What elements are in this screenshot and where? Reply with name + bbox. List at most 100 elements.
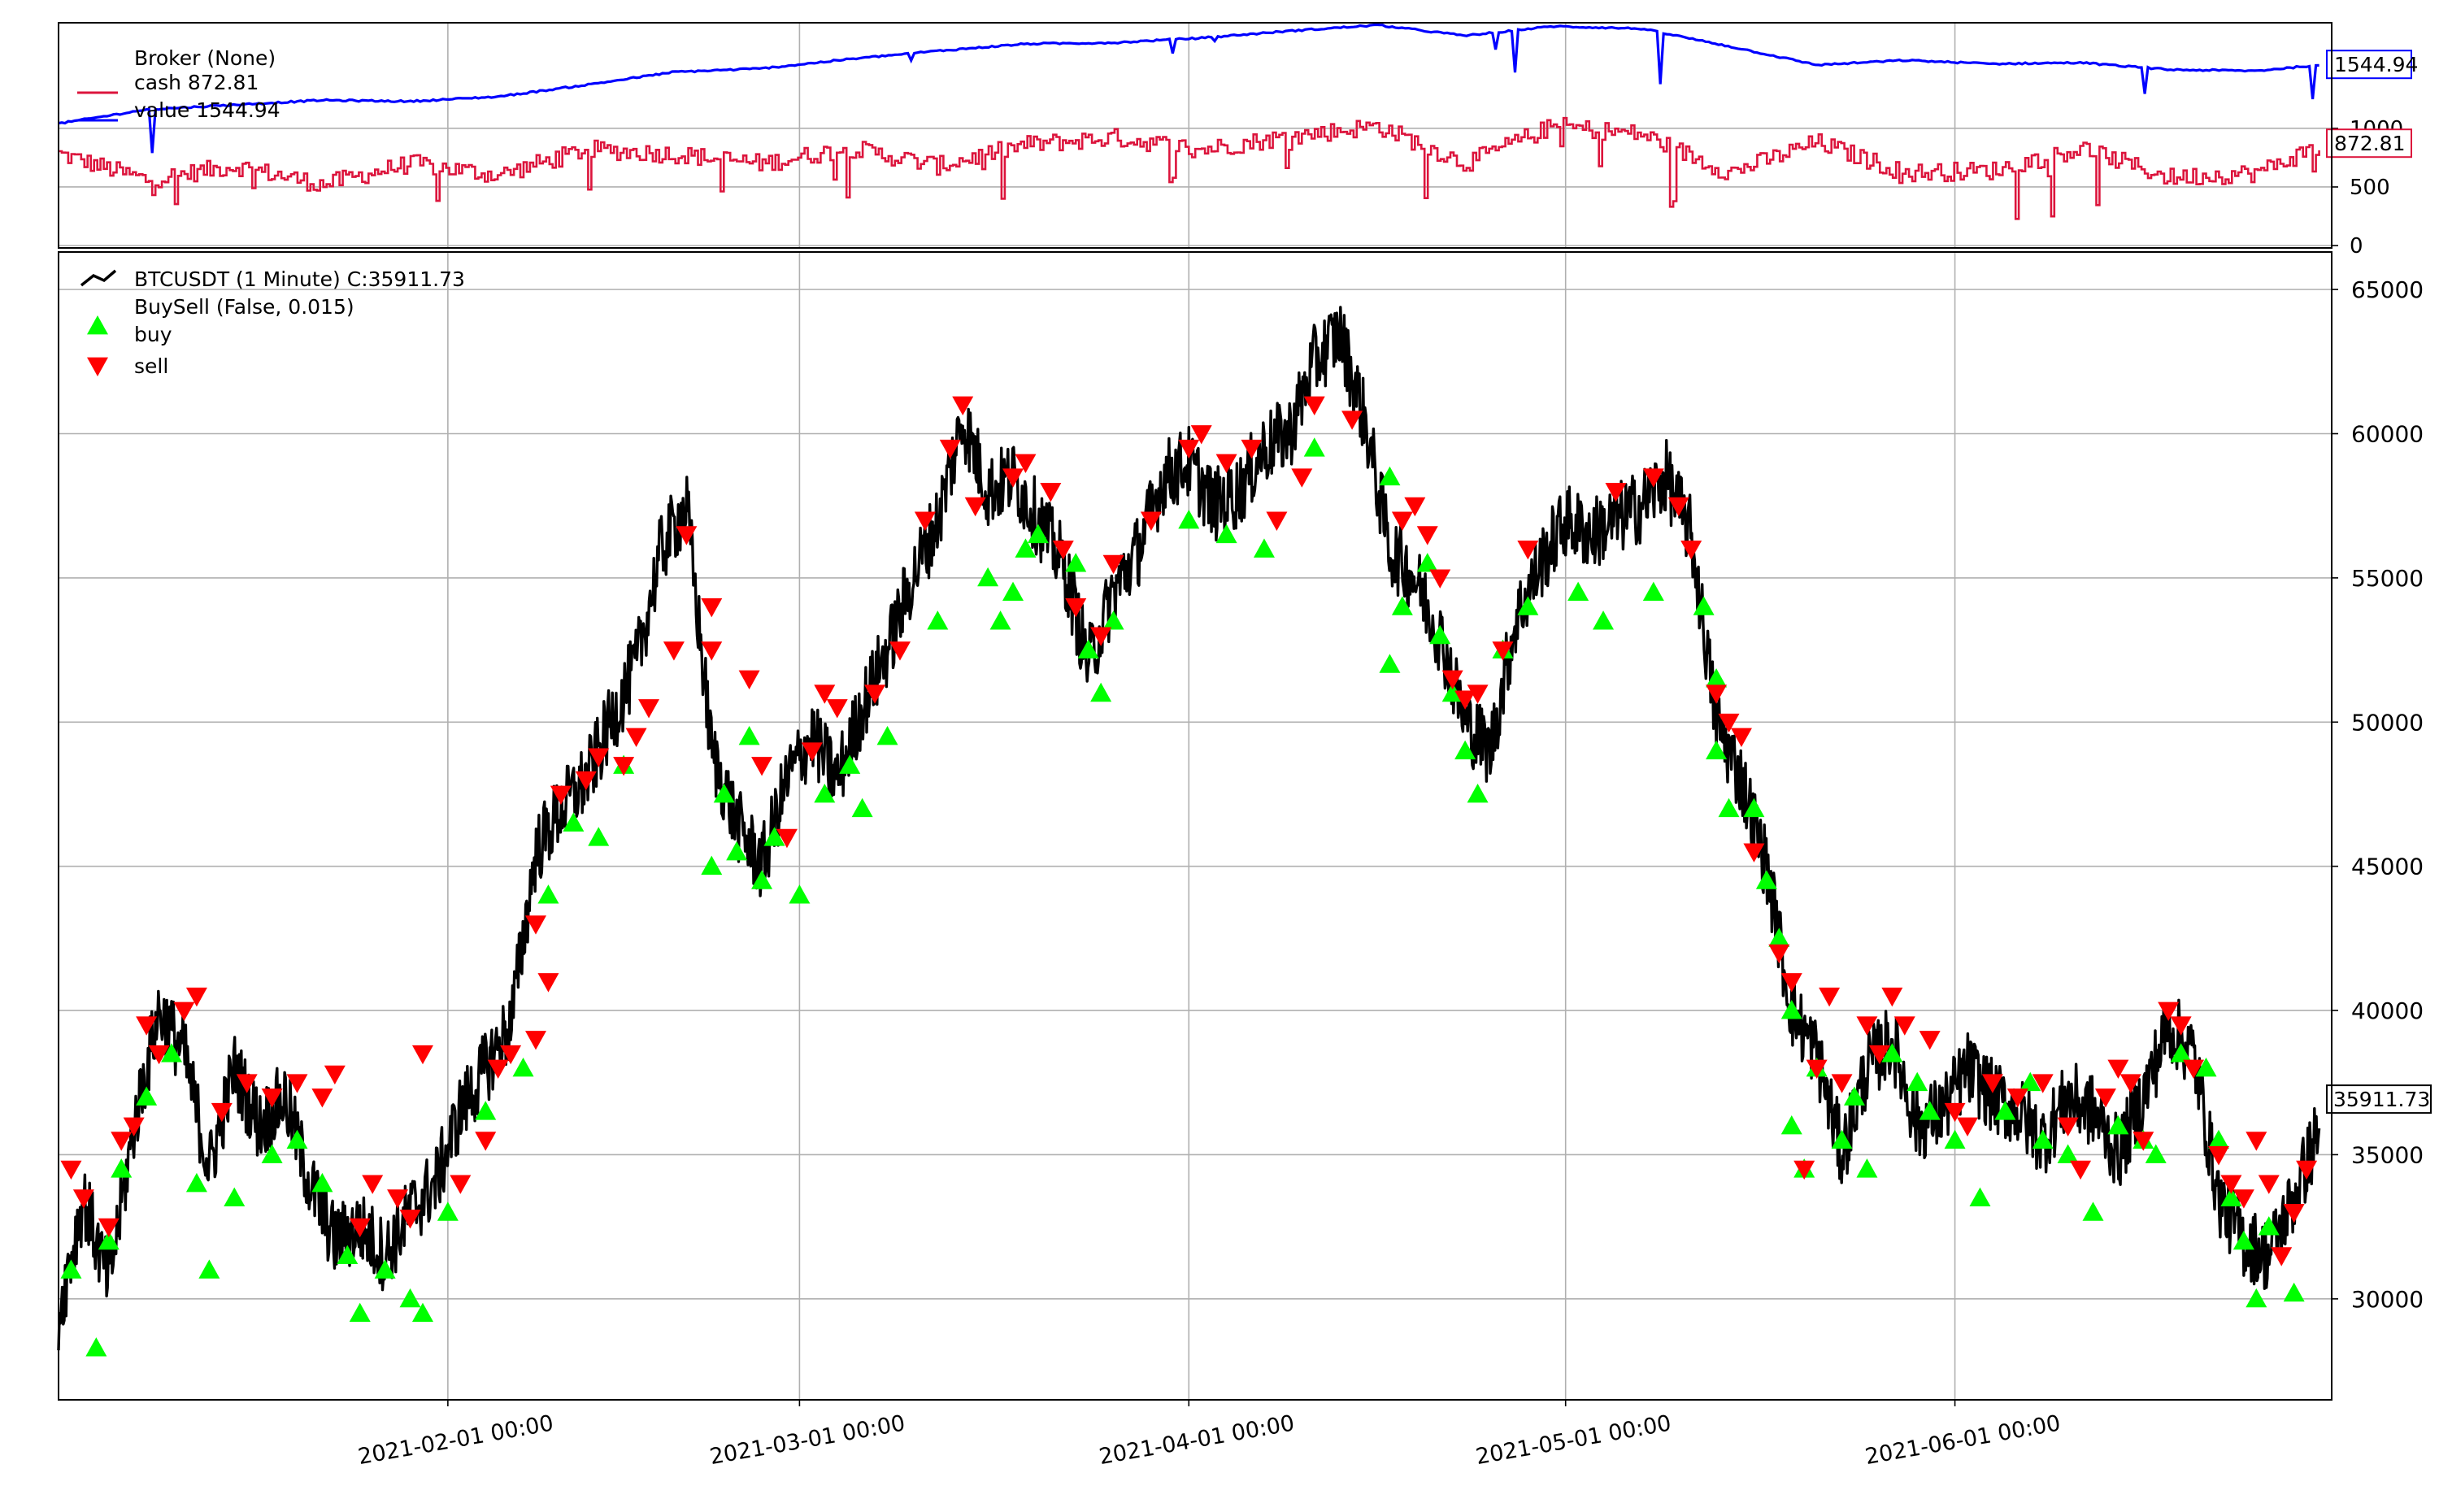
sell-marker	[1768, 944, 1790, 964]
broker-legend-label: Broker (None)	[134, 46, 276, 70]
buy-marker	[763, 827, 785, 846]
broker-last-value-label: 872.81	[2334, 132, 2405, 155]
sell-marker	[2158, 1001, 2180, 1022]
price-ytick-label: 45000	[2351, 854, 2424, 880]
buy-marker	[399, 1288, 421, 1308]
sell-marker	[1957, 1117, 1979, 1136]
buy-marker	[1768, 928, 1790, 947]
sell-marker	[487, 1059, 509, 1080]
buy-marker	[1090, 682, 1112, 702]
sell-marker	[613, 757, 635, 776]
sell-marker	[638, 699, 660, 719]
sell-marker	[1517, 541, 1539, 560]
buy-marker	[136, 1086, 158, 1106]
sell-marker	[1441, 670, 1463, 690]
sell-marker	[1743, 843, 1765, 862]
buy-marker	[1379, 466, 1401, 486]
sell-marker	[1831, 1074, 1853, 1093]
sell-marker	[1642, 468, 1664, 488]
buy-marker	[537, 884, 559, 904]
sell-marker	[1819, 987, 1841, 1007]
sell-marker	[185, 987, 207, 1007]
sell-marker	[286, 1074, 308, 1093]
sell-marker	[111, 1132, 133, 1151]
buy-marker	[563, 812, 585, 832]
buy-marker	[789, 884, 811, 904]
sell-marker	[1780, 973, 1802, 993]
sell-marker	[1981, 1074, 2003, 1093]
buy-marker	[1994, 1101, 2016, 1120]
buy-marker	[1843, 1086, 1865, 1106]
sell-marker	[814, 684, 836, 704]
sell-marker	[2207, 1146, 2229, 1166]
buy-marker	[876, 726, 898, 745]
sell-marker	[2070, 1160, 2092, 1180]
buy-marker	[98, 1230, 120, 1250]
sell-marker	[98, 1218, 120, 1238]
buy-marker	[2195, 1058, 2217, 1077]
price-ytick-label: 60000	[2351, 421, 2424, 448]
sell-marker	[1467, 684, 1489, 704]
buy-marker	[512, 1058, 534, 1077]
price-legend-swatch-0	[80, 269, 117, 287]
buy-marker	[1780, 1114, 1802, 1135]
buy-marker	[851, 797, 873, 818]
buy-marker	[60, 1259, 82, 1279]
sell-marker	[1190, 425, 1212, 445]
broker-ytick-label: 0	[2350, 234, 2363, 259]
sell-marker	[2296, 1160, 2318, 1180]
buy-marker	[814, 783, 836, 803]
buy-marker	[437, 1201, 459, 1221]
sell-marker	[2271, 1247, 2293, 1267]
sell-marker	[362, 1175, 384, 1194]
buy-marker	[311, 1172, 333, 1193]
buy-marker	[1706, 668, 1728, 688]
buy-marker	[1027, 524, 1049, 544]
broker-last-value-label: 1544.94	[2334, 53, 2418, 76]
broker-last-value-box-1	[2326, 128, 2412, 159]
broker-legend-label: value 1544.94	[134, 98, 280, 122]
sell-marker	[864, 684, 886, 704]
sell-marker	[2057, 1117, 2079, 1136]
buy-marker	[2283, 1282, 2305, 1302]
price-xtick-label: 2021-03-01 00:00	[708, 1410, 907, 1470]
broker-ytick-label: 500	[2350, 176, 2390, 200]
sell-marker	[2220, 1175, 2242, 1194]
buy-marker	[2232, 1230, 2254, 1250]
sell-marker	[1429, 569, 1451, 589]
buy-marker	[2107, 1114, 2129, 1135]
buy-marker	[1441, 682, 1463, 702]
buy-marker	[1856, 1158, 1878, 1178]
buy-marker	[337, 1245, 359, 1265]
buy-marker	[1454, 740, 1476, 760]
buy-marker	[1593, 610, 1615, 630]
sell-marker	[475, 1132, 497, 1151]
sell-marker	[939, 439, 961, 459]
buy-marker	[286, 1129, 308, 1149]
sell-marker	[1868, 1045, 1890, 1065]
sell-marker	[525, 915, 547, 935]
sell-marker	[2183, 1059, 2205, 1080]
sell-marker	[826, 699, 848, 719]
value-line	[58, 23, 2319, 154]
sell-marker	[2283, 1203, 2305, 1223]
broker-plot-area	[59, 23, 2332, 248]
sell-marker	[1416, 526, 1438, 545]
sell-marker	[525, 1031, 547, 1050]
buy-marker	[2170, 1043, 2192, 1062]
price-panel: 2021-02-01 00:00 2021-03-01 00:00 2021-04-…	[57, 251, 2432, 1470]
price-xtick-label: 2021-04-01 00:00	[1098, 1410, 1297, 1470]
buy-marker	[1102, 610, 1124, 630]
sell-marker	[2119, 1074, 2141, 1093]
sell-marker	[136, 1016, 158, 1036]
buy-marker	[1015, 538, 1037, 558]
buy-marker	[1944, 1129, 1966, 1149]
buy-marker	[1379, 654, 1401, 673]
price-ytick-label: 50000	[2351, 709, 2424, 736]
sell-marker	[889, 641, 911, 661]
price-xtick-label: 2021-05-01 00:00	[1474, 1410, 1673, 1470]
buy-marker	[1693, 596, 1715, 615]
sell-marker	[1454, 690, 1476, 710]
sell-marker	[399, 1210, 421, 1229]
